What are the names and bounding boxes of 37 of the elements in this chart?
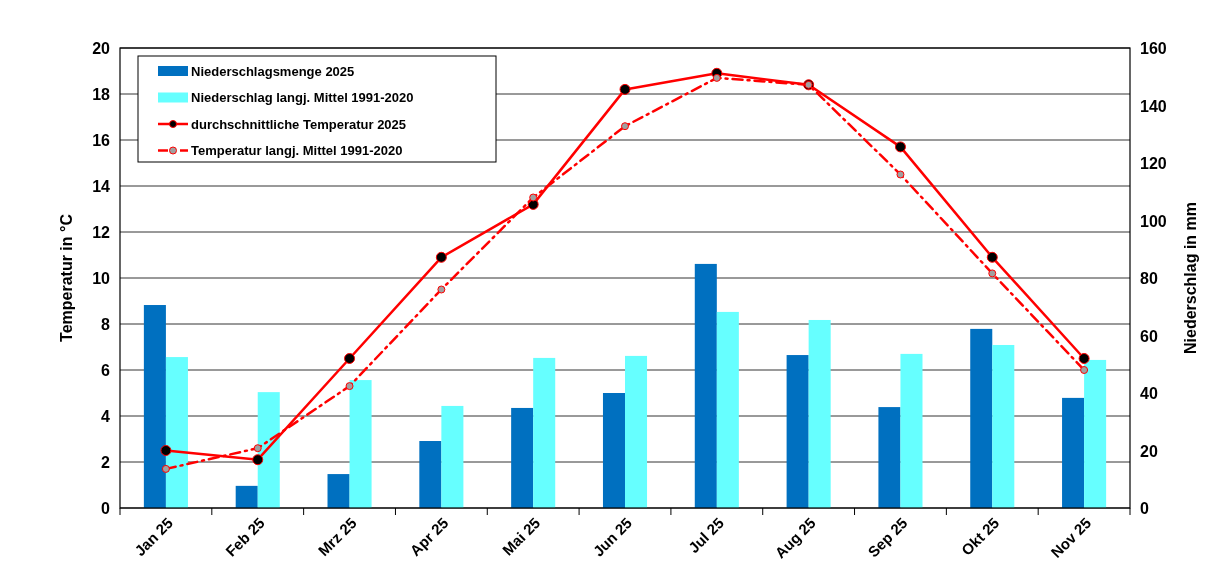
y-tick-label: 8 bbox=[101, 316, 111, 333]
y-tick-label: 20 bbox=[92, 40, 111, 57]
y2-tick-label: 40 bbox=[1140, 385, 1158, 402]
legend-label: Niederschlag langj. Mittel 1991-2020 bbox=[191, 90, 414, 105]
y-tick-label: 4 bbox=[101, 408, 111, 425]
y-tick-label: 10 bbox=[92, 270, 111, 287]
x-tick-label: Okt 25 bbox=[957, 514, 1003, 559]
y2-tick-label: 80 bbox=[1140, 270, 1158, 287]
legend-label: Niederschlagsmenge 2025 bbox=[191, 63, 355, 79]
legend-label: durchschnittliche Temperatur 2025 bbox=[191, 116, 407, 132]
y-tick-label: 16 bbox=[92, 132, 111, 149]
x-tick-label: Feb 25 bbox=[222, 514, 268, 560]
x-tick-label: Mrz 25 bbox=[314, 514, 360, 560]
y-tick-label: 6 bbox=[101, 362, 111, 379]
y2-tick-label: 20 bbox=[1140, 442, 1158, 460]
x-tick-label: Mai 25 bbox=[498, 514, 544, 559]
y2-tick-label: 160 bbox=[1140, 40, 1167, 57]
y-tick-label: 2 bbox=[101, 454, 111, 471]
y-tick-label: 0 bbox=[101, 500, 111, 517]
legend-label: Temperatur langj. Mittel 1991-2020 bbox=[191, 143, 403, 158]
y-axis-title: Temperatur in °C bbox=[58, 213, 75, 342]
y2-tick-label: 60 bbox=[1140, 327, 1158, 345]
y-tick-label: 12 bbox=[92, 224, 111, 241]
x-tick-label: Jun 25 bbox=[589, 514, 636, 560]
y2-tick-label: 140 bbox=[1140, 97, 1167, 115]
y2-axis-title: Niederschlag in mm bbox=[1182, 201, 1199, 355]
x-tick-label: Apr 25 bbox=[406, 514, 452, 560]
y2-tick-label: 120 bbox=[1140, 155, 1167, 172]
y-tick-label: 18 bbox=[92, 86, 111, 103]
y-tick-label: 14 bbox=[92, 178, 111, 195]
x-tick-label: Nov 25 bbox=[1047, 514, 1095, 561]
y2-tick-label: 0 bbox=[1140, 500, 1149, 517]
x-tick-label: Jan 25 bbox=[130, 514, 177, 560]
x-tick-label: Aug 25 bbox=[771, 514, 819, 562]
y2-tick-label: 100 bbox=[1140, 212, 1167, 230]
x-tick-label: Jul 25 bbox=[684, 514, 727, 557]
x-tick-label: Sep 25 bbox=[864, 514, 911, 561]
